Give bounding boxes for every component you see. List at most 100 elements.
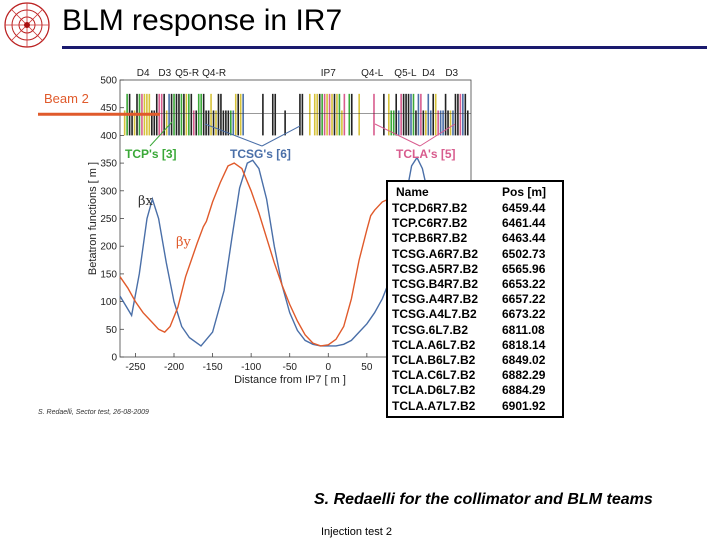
- y-tick-label: 200: [100, 242, 117, 253]
- collimator-name: TCSG.6L7.B2: [392, 322, 469, 337]
- x-tick-label: -250: [125, 362, 145, 373]
- y-tick-label: 150: [100, 269, 117, 280]
- table-row: TCSG.6L7.B2 6811.08: [388, 323, 562, 338]
- table-row: TCP.D6R7.B2 6459.44: [388, 201, 562, 216]
- beamline-element: [210, 93, 212, 136]
- beamline-element: [336, 93, 338, 136]
- y-tick-label: 0: [111, 353, 117, 364]
- collimator-position: 6565.96: [502, 261, 546, 276]
- beamline-element: [202, 93, 205, 136]
- beamline-element: [331, 93, 333, 136]
- element-label: Q5-L: [394, 68, 417, 79]
- y-axis-label: Betatron functions [ m ]: [87, 162, 99, 275]
- beamline-element: [301, 93, 304, 136]
- betax-label: βx: [138, 194, 154, 209]
- beamline-element: [383, 93, 385, 136]
- tcp-label: TCP's [3]: [125, 147, 177, 161]
- collimator-position: 6882.29: [502, 368, 546, 383]
- element-label: D4: [137, 68, 150, 79]
- beamline-element: [165, 110, 168, 136]
- beamline-element: [427, 93, 430, 136]
- beamline-element: [462, 93, 464, 136]
- beamline-element: [410, 93, 412, 136]
- beamline-element: [415, 110, 417, 136]
- table-row: TCLA.D6L7.B2 6884.29: [388, 383, 562, 398]
- beamline-element: [417, 93, 420, 136]
- beamline-element: [447, 110, 449, 136]
- beamline-element: [395, 93, 397, 136]
- beamline-element: [321, 93, 323, 136]
- element-label: D3: [158, 68, 171, 79]
- table-row: TCLA.A6L7.B2 6818.14: [388, 338, 562, 353]
- beamline-element: [133, 110, 136, 136]
- beamline-element: [220, 93, 222, 136]
- title-divider: [62, 46, 707, 49]
- beamline-element: [212, 110, 215, 136]
- beamline-element: [338, 93, 341, 136]
- collimator-name: TCP.B6R7.B2: [392, 231, 468, 246]
- collimator-position: 6818.14: [502, 337, 546, 352]
- collimator-name: TCSG.B4R7.B2: [392, 277, 479, 291]
- y-tick-label: 300: [100, 186, 117, 197]
- x-tick-label: -50: [282, 362, 297, 373]
- collimator-name: TCLA.B6L7.B2: [392, 353, 476, 367]
- footer-text: Injection test 2: [321, 526, 392, 538]
- beamline-element: [328, 93, 331, 136]
- beamline-element: [459, 93, 462, 136]
- collimator-position: 6653.22: [502, 277, 546, 291]
- beamline-element: [183, 93, 185, 136]
- table-row: TCSG.A6R7.B2 6502.73: [388, 247, 562, 262]
- beamline-element: [326, 93, 328, 136]
- beamline-element: [439, 110, 442, 136]
- beamline-element: [387, 93, 390, 136]
- beamline-element: [205, 110, 207, 136]
- beamline-element: [185, 93, 188, 136]
- y-tick-label: 500: [100, 76, 117, 87]
- beamline-element: [400, 93, 402, 136]
- y-tick-label: 400: [100, 131, 117, 142]
- beamline-element: [170, 93, 173, 136]
- beamline-element: [131, 110, 133, 136]
- beamline-element: [151, 110, 153, 136]
- beamline-element: [180, 93, 183, 136]
- beamline-element: [444, 93, 447, 136]
- beamline-element: [215, 110, 217, 136]
- chart-credit: S. Redaelli, Sector test, 26-08-2009: [38, 409, 149, 416]
- table-header-pos: Pos [m]: [502, 185, 547, 199]
- beamline-element: [318, 93, 321, 136]
- beamline-element: [348, 93, 351, 136]
- x-tick-label: -200: [164, 362, 184, 373]
- beamline-element: [457, 93, 459, 136]
- table-row: TCLA.B6L7.B2 6849.02: [388, 353, 562, 368]
- x-tick-label: 0: [326, 362, 332, 373]
- betay-label: βy: [176, 235, 192, 250]
- page-title: BLM response in IR7: [62, 4, 343, 37]
- beamline-element: [173, 93, 175, 136]
- beamline-element: [449, 110, 452, 136]
- x-tick-label: -150: [203, 362, 223, 373]
- beamline-element: [217, 93, 220, 136]
- beamline-element: [333, 93, 336, 136]
- beamline-element: [390, 110, 393, 136]
- beamline-element: [313, 93, 316, 136]
- beamline-element: [262, 93, 264, 136]
- collimator-name: TCP.C6R7.B2: [392, 216, 468, 231]
- beamline-element: [454, 93, 457, 136]
- element-label: Q4-L: [361, 68, 384, 79]
- table-row: TCSG.B4R7.B2 6653.22: [388, 277, 562, 292]
- collimator-position: 6657.22: [502, 292, 546, 307]
- beamline-element: [237, 93, 240, 136]
- collimator-position: 6459.44: [502, 201, 546, 215]
- table-header-name: Name: [396, 185, 429, 199]
- collimator-name: TCLA.D6L7.B2: [392, 383, 476, 398]
- beamline-element: [405, 93, 407, 136]
- beamline-element: [299, 93, 301, 136]
- table-row: TCP.C6R7.B2 6461.44: [388, 216, 562, 231]
- beamline-element: [284, 110, 286, 136]
- beam2-label: Beam 2: [44, 91, 89, 106]
- collimator-position: 6461.44: [502, 216, 546, 231]
- y-tick-label: 100: [100, 297, 117, 308]
- beamline-element: [429, 110, 432, 136]
- beamline-element: [230, 110, 232, 136]
- beamline-element: [232, 110, 235, 136]
